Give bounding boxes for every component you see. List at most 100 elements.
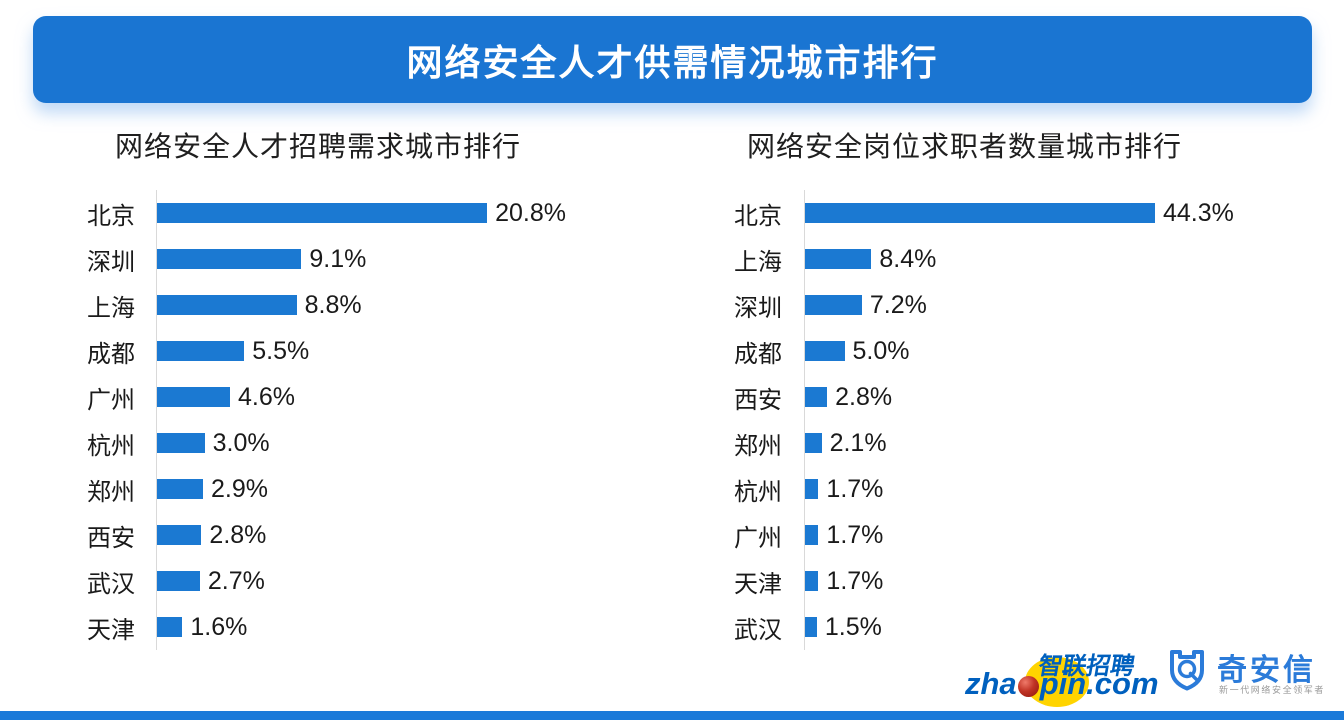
bar-row: 成都 5.0% [722,328,1344,374]
plot-area: 4.6% [156,374,670,420]
plot-area: 5.0% [804,328,1344,374]
value-label: 2.9% [211,474,268,503]
category-label: 郑州 [734,432,782,460]
category-label: 深圳 [87,248,135,276]
bar-row: 上海 8.4% [722,236,1344,282]
bar [157,433,205,453]
qianxin-logo: 奇安信 新一代网络安全领军者 [1165,645,1344,707]
bar-row: 上海 8.8% [70,282,670,328]
bar [157,617,183,637]
bar-row: 广州 1.7% [722,512,1344,558]
category-label: 武汉 [87,570,135,598]
category-label: 杭州 [87,432,135,460]
plot-area: 2.8% [156,512,670,558]
bar-row: 郑州 2.1% [722,420,1344,466]
bar [157,203,488,223]
plot-area: 3.0% [156,420,670,466]
category-label: 成都 [734,340,782,368]
bar-row: 武汉 1.5% [722,604,1344,650]
plot-area: 1.7% [804,558,1344,604]
zhaopin-dot-icon [1017,675,1039,697]
main-title-banner: 网络安全人才供需情况城市排行 [33,16,1312,103]
value-label: 1.5% [824,612,882,641]
category-label: 上海 [734,248,782,276]
bar-row: 西安 2.8% [722,374,1344,420]
plot-area: 8.4% [804,236,1344,282]
bar [805,203,1155,223]
value-label: 5.5% [252,336,310,365]
category-label: 上海 [87,294,135,322]
value-label: 4.6% [238,382,295,411]
category-label: 北京 [734,202,782,230]
bar-row: 天津 1.7% [722,558,1344,604]
value-label: 1.7% [826,520,884,549]
value-label: 1.6% [190,612,248,641]
plot-area: 2.7% [156,558,670,604]
value-label: 20.8% [495,198,566,227]
bar-row: 广州 4.6% [70,374,670,420]
bar [805,525,819,545]
value-label: 2.8% [209,520,267,549]
plot-area: 2.8% [804,374,1344,420]
zhaopin-tagline: 智联招聘 [1036,653,1137,680]
chart-demand-rows: 北京 20.8% 深圳 9.1% 上海 8.8% 成都 5.5% 广州 4.6% 杭州 3.0% 郑州 2… [70,190,670,650]
page-title: 网络安全人才供需情况城市排行 [406,41,939,83]
plot-area: 7.2% [804,282,1344,328]
bar-row: 深圳 9.1% [70,236,670,282]
zhaopin-logo: zha pin.com 智联招聘 [963,644,1161,708]
bar [805,433,822,453]
value-label: 2.8% [835,382,893,411]
zhaopin-wordmark-left: zha [965,666,1017,701]
plot-area: 5.5% [156,328,670,374]
bar-row: 杭州 3.0% [70,420,670,466]
plot-area: 44.3% [804,190,1344,236]
category-label: 武汉 [734,616,782,644]
category-label: 西安 [734,386,782,414]
bar-row: 武汉 2.7% [70,558,670,604]
value-label: 9.1% [309,244,367,273]
zhaopin-wordmark-right: pin.com [1039,666,1159,701]
chart-supply-rows: 北京 44.3% 上海 8.4% 深圳 7.2% 成都 5.0% 西安 2.8% 郑州 2.1% 杭州 1… [722,190,1344,650]
bar [157,479,204,499]
category-label: 深圳 [734,294,782,322]
bar [805,571,819,591]
value-label: 8.4% [879,244,937,273]
bar [157,387,230,407]
plot-area: 9.1% [156,236,670,282]
bar [157,571,200,591]
bar-row: 天津 1.6% [70,604,670,650]
chart-demand-title: 网络安全人才招聘需求城市排行 [115,131,522,162]
bar [805,341,845,361]
category-label: 北京 [87,202,135,230]
bar-row: 北京 44.3% [722,190,1344,236]
value-label: 7.2% [869,290,927,319]
plot-area: 1.7% [804,512,1344,558]
bar [805,617,817,637]
bar-row: 北京 20.8% [70,190,670,236]
plot-area: 2.9% [156,466,670,512]
bar [805,387,828,407]
bar [157,525,202,545]
category-label: 西安 [87,524,135,552]
value-label: 8.8% [304,290,362,319]
bar [805,249,872,269]
bar-row: 杭州 1.7% [722,466,1344,512]
plot-area: 1.6% [156,604,670,650]
bottom-accent-bar [0,711,1344,720]
category-label: 成都 [87,340,135,368]
plot-area: 20.8% [156,190,670,236]
category-label: 广州 [87,386,135,414]
category-label: 天津 [87,616,135,644]
plot-area: 1.7% [804,466,1344,512]
category-label: 广州 [734,524,782,552]
qianxin-name: 奇安信 [1217,654,1316,687]
bar-row: 西安 2.8% [70,512,670,558]
bar [157,295,297,315]
value-label: 5.0% [852,336,910,365]
bar-row: 深圳 7.2% [722,282,1344,328]
value-label: 2.7% [207,566,265,595]
value-label: 3.0% [212,428,270,457]
bar [805,295,862,315]
value-label: 2.1% [829,428,887,457]
